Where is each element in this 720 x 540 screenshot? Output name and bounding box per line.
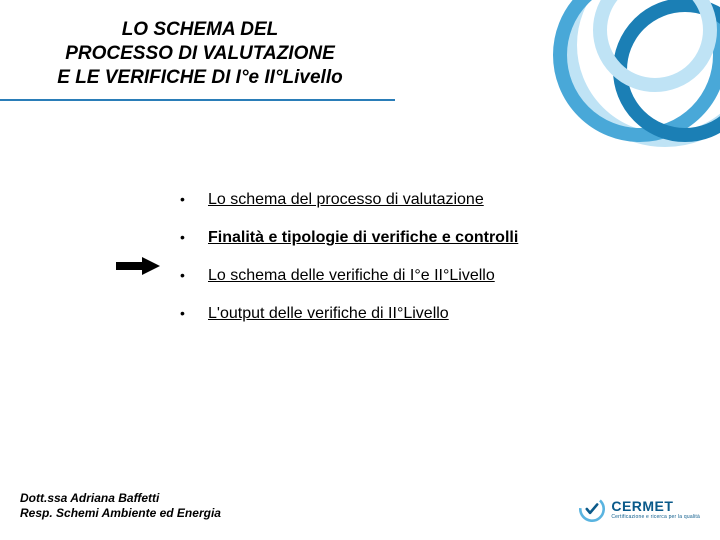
title-line-3: E LE VERIFICHE DI I°e II°Livello bbox=[57, 67, 342, 88]
bullet-marker: • bbox=[180, 229, 208, 245]
bullet-list: • Lo schema del processo di valutazione … bbox=[180, 191, 720, 323]
footer-logo: CERMET Certificazione e ricerca per la q… bbox=[579, 496, 700, 522]
author-name: Dott.ssa Adriana Baffetti bbox=[20, 491, 221, 507]
logo-text-block: CERMET Certificazione e ricerca per la q… bbox=[611, 498, 700, 520]
bullet-item: • Lo schema del processo di valutazione bbox=[180, 191, 720, 209]
cermet-logo-icon bbox=[579, 496, 605, 522]
footer-author: Dott.ssa Adriana Baffetti Resp. Schemi A… bbox=[20, 491, 221, 522]
bullet-text: Finalità e tipologie di verifiche e cont… bbox=[208, 229, 518, 247]
corner-rings-decoration bbox=[490, 0, 720, 160]
slide-title: LO SCHEMA DEL PROCESSO DI VALUTAZIONE E … bbox=[0, 0, 400, 97]
slide-footer: Dott.ssa Adriana Baffetti Resp. Schemi A… bbox=[20, 491, 700, 522]
bullet-text: L'output delle verifiche di II°Livello bbox=[208, 305, 449, 323]
bullet-item: • Lo schema delle verifiche di I°e II°Li… bbox=[180, 267, 720, 285]
logo-name: CERMET bbox=[611, 498, 700, 514]
bullet-item: • L'output delle verifiche di II°Livello bbox=[180, 305, 720, 323]
title-underline bbox=[0, 99, 395, 101]
bullet-marker: • bbox=[180, 305, 208, 321]
bullet-text: Lo schema del processo di valutazione bbox=[208, 191, 484, 209]
bullet-item: • Finalità e tipologie di verifiche e co… bbox=[180, 229, 720, 247]
author-role: Resp. Schemi Ambiente ed Energia bbox=[20, 506, 221, 522]
bullet-marker: • bbox=[180, 267, 208, 283]
bullet-marker: • bbox=[180, 191, 208, 207]
bullet-text: Lo schema delle verifiche di I°e II°Live… bbox=[208, 267, 495, 285]
title-line-2: PROCESSO DI VALUTAZIONE bbox=[65, 43, 335, 64]
arrow-indicator-icon bbox=[116, 257, 160, 275]
title-line-1: LO SCHEMA DEL bbox=[122, 19, 279, 40]
logo-tagline: Certificazione e ricerca per la qualità bbox=[611, 514, 700, 520]
